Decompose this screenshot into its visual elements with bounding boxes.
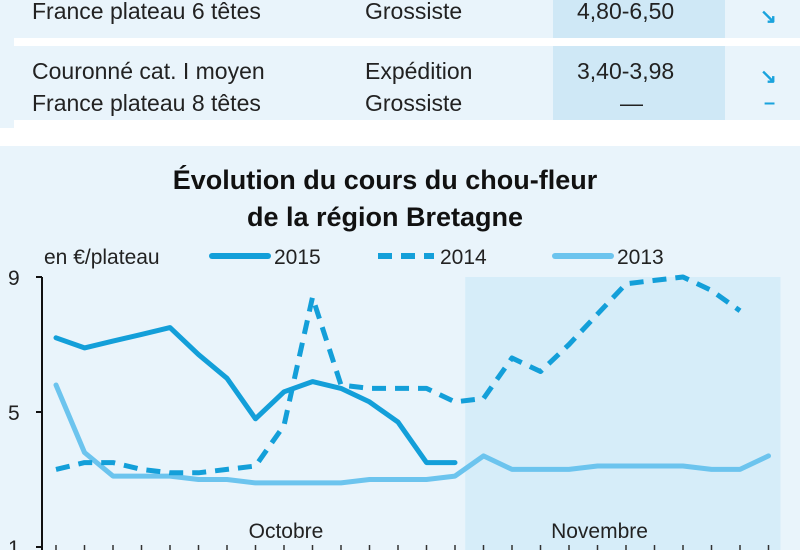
- price-table: France plateau 6 têtes Grossiste 4,80-6,…: [0, 0, 800, 128]
- row-separator: [14, 38, 800, 46]
- row2-price-line1: 3,40-3,98: [577, 58, 675, 84]
- y-tick-label: 9: [8, 267, 20, 290]
- legend-label-2013: 2013: [617, 246, 664, 269]
- row1-market: Grossiste: [365, 0, 463, 24]
- unit-label: en €/plateau: [44, 246, 160, 269]
- chart-title: Évolution du cours du chou-fleur: [173, 164, 598, 195]
- month-label: Octobre: [249, 520, 324, 543]
- legend-label-2015: 2015: [274, 246, 321, 269]
- legend-label-2014: 2014: [440, 246, 487, 269]
- y-ticks: 1 5 9: [8, 267, 42, 550]
- y-tick-label: 5: [8, 402, 20, 425]
- price-column-background: [553, 0, 725, 124]
- series-line-2013: [53, 382, 771, 486]
- row2-product-line1: Couronné cat. I moyen: [32, 58, 265, 84]
- row2-price-line2: —: [620, 90, 643, 116]
- series-layer: [53, 274, 771, 486]
- series-line-2015: [53, 325, 458, 466]
- chart-subtitle: de la région Bretagne: [247, 202, 523, 232]
- row1-price: 4,80-6,50: [577, 0, 675, 24]
- row2-trend-icon-2: –: [764, 92, 776, 114]
- x-ticks: [55, 545, 770, 550]
- legend: 2015 2014 2013: [209, 246, 664, 269]
- month-label: Novembre: [551, 520, 648, 543]
- row2-product-line2: France plateau 8 têtes: [32, 90, 261, 116]
- row2-market-line1: Expédition: [365, 58, 473, 84]
- series-line-2014: [55, 274, 742, 476]
- row2-trend-icon: ↘: [760, 66, 777, 88]
- y-tick-label: 1: [8, 537, 20, 550]
- row1-product: France plateau 6 têtes: [32, 0, 261, 24]
- row2-market-line2: Grossiste: [365, 90, 463, 116]
- row1-trend-icon: ↘: [760, 6, 777, 28]
- row-separator: [14, 120, 800, 128]
- november-band: [465, 277, 781, 550]
- month-labels: Octobre Novembre: [249, 520, 648, 543]
